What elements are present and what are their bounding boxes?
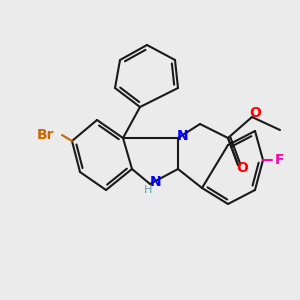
Text: N: N [150,175,162,189]
Text: O: O [249,106,261,120]
Text: N: N [177,129,189,143]
Text: H: H [144,185,152,195]
Text: F: F [274,153,284,167]
Text: O: O [236,161,248,175]
Text: Br: Br [37,128,55,142]
